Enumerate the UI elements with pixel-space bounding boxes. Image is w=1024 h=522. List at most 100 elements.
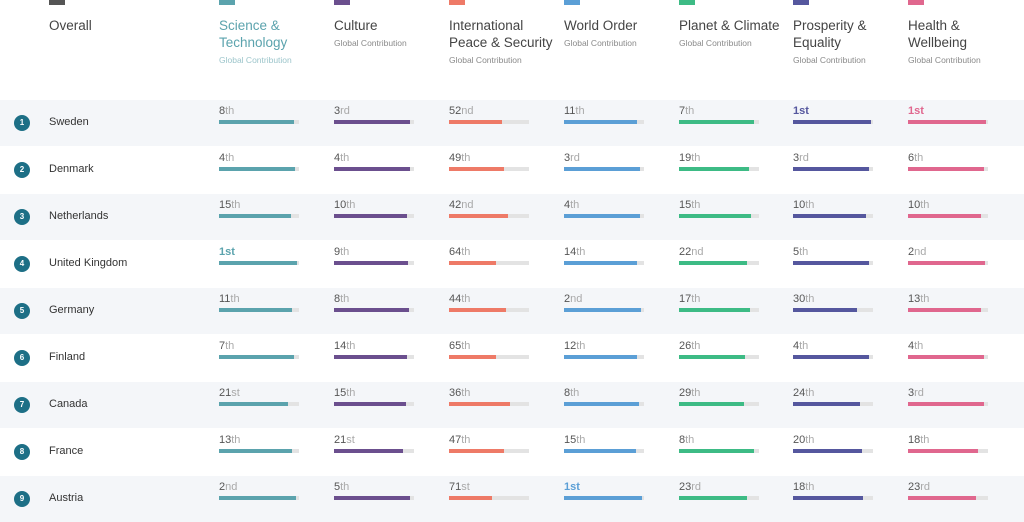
table-row[interactable]: 4 United Kingdom 1st 9th 64th 14th 22nd 5th 2nd [0, 241, 1024, 287]
contribution-bar-track [219, 496, 299, 500]
rank-number: 3 [908, 387, 915, 399]
rank-number: 10 [793, 199, 806, 211]
rank-suffix: th [340, 481, 350, 493]
category-rank-cell: 19th [679, 147, 779, 193]
rank-suffix: th [231, 434, 241, 446]
country-name[interactable]: Austria [49, 492, 84, 504]
contribution-bar-track [449, 308, 529, 312]
contribution-bar-fill [334, 308, 409, 312]
rank-number: 3 [564, 152, 571, 164]
country-name[interactable]: Finland [49, 351, 86, 363]
contribution-bar-fill [449, 449, 505, 453]
table-row[interactable]: 6 Finland 7th 14th 65th 12th 26th 4th 4th [0, 335, 1024, 381]
contribution-bar-track [219, 167, 299, 171]
country-name[interactable]: France [49, 445, 84, 457]
rank-number: 20 [793, 434, 806, 446]
category-rank: 20th [793, 434, 814, 446]
rank-suffix: th [799, 340, 809, 352]
category-rank: 1st [219, 246, 235, 258]
contribution-bar-fill [564, 214, 641, 218]
column-title: Prosperity & Equality [793, 17, 867, 51]
category-rank: 19th [679, 152, 700, 164]
rank-number: 22 [679, 246, 692, 258]
contribution-bar-track [908, 308, 988, 312]
contribution-bar-track [334, 214, 414, 218]
category-rank: 10th [793, 199, 814, 211]
country-name[interactable]: Denmark [49, 163, 94, 175]
contribution-bar-fill [793, 308, 857, 312]
category-rank: 36th [449, 387, 470, 399]
contribution-bar-track [793, 167, 873, 171]
rank-suffix: nd [461, 199, 474, 211]
category-rank-cell: 42nd [449, 194, 549, 240]
category-rank-cell: 10th [793, 194, 893, 240]
rank-suffix: th [570, 387, 580, 399]
category-rank-cell: 4th [334, 147, 434, 193]
category-rank-cell: 1st [564, 476, 664, 522]
rank-suffix: th [920, 293, 930, 305]
column-title-line: Equality [793, 35, 842, 50]
category-rank: 8th [564, 387, 579, 399]
contribution-bar-track [908, 449, 988, 453]
contribution-bar-track [793, 261, 873, 265]
contribution-bar-fill [219, 308, 293, 312]
column-title-line: International [449, 18, 524, 33]
contribution-bar-fill [449, 214, 508, 218]
contribution-bar-fill [908, 449, 979, 453]
rank-number: 30 [793, 293, 806, 305]
country-name[interactable]: Canada [49, 398, 88, 410]
category-rank-cell: 3rd [908, 382, 1008, 428]
rank-suffix: rd [799, 152, 809, 164]
rank-number: 4 [908, 340, 915, 352]
contribution-bar-fill [564, 261, 637, 265]
table-row[interactable]: 9 Austria 2nd 5th 71st 1st 23rd 18th 23rd [0, 476, 1024, 522]
country-name[interactable]: Sweden [49, 116, 89, 128]
contribution-bar-fill [564, 167, 641, 171]
rank-number: 5 [793, 246, 800, 258]
contribution-bar-track [793, 355, 873, 359]
rank-suffix: th [691, 293, 701, 305]
category-rank-cell: 23rd [908, 476, 1008, 522]
contribution-bar-fill [219, 402, 288, 406]
country-name[interactable]: United Kingdom [49, 257, 128, 269]
category-rank-cell: 12th [564, 335, 664, 381]
table-row[interactable]: 7 Canada 21st 15th 36th 8th 29th 24th 3rd [0, 382, 1024, 428]
category-rank-cell: 8th [564, 382, 664, 428]
rank-number: 29 [679, 387, 692, 399]
category-rank: 14th [564, 246, 585, 258]
contribution-bar-fill [564, 449, 636, 453]
column-subtitle: Global Contribution [908, 55, 981, 65]
rank-suffix: nd [461, 105, 474, 117]
category-rank-cell: 17th [679, 288, 779, 334]
country-name[interactable]: Germany [49, 304, 95, 316]
table-row[interactable]: 8 France 13th 21st 47th 15th 8th 20th 18th [0, 429, 1024, 475]
rank-number: 71 [449, 481, 462, 493]
rank-suffix: th [340, 152, 350, 164]
table-row[interactable]: 3 Netherlands 15th 10th 42nd 4th 15th 10th 10th [0, 194, 1024, 240]
category-rank: 24th [793, 387, 814, 399]
rank-number: 52 [449, 105, 462, 117]
contribution-bar-track [679, 449, 759, 453]
rank-number: 8 [564, 387, 571, 399]
contribution-bar-track [564, 355, 644, 359]
rank-number: 44 [449, 293, 462, 305]
contribution-bar-fill [219, 496, 297, 500]
contribution-bar-fill [908, 261, 986, 265]
category-rank-cell: 44th [449, 288, 549, 334]
category-rank-cell: 52nd [449, 100, 549, 146]
rank-number: 21 [219, 387, 232, 399]
contribution-bar-track [793, 449, 873, 453]
contribution-bar-fill [334, 402, 406, 406]
category-rank-cell: 8th [334, 288, 434, 334]
category-rank-cell: 2nd [564, 288, 664, 334]
rank-suffix: rd [570, 152, 580, 164]
table-row[interactable]: 5 Germany 11th 8th 44th 2nd 17th 30th 13th [0, 288, 1024, 334]
table-row[interactable]: 2 Denmark 4th 4th 49th 3rd 19th 3rd 6th [0, 147, 1024, 193]
rank-suffix: th [685, 434, 695, 446]
column-subtitle: Global Contribution [679, 38, 752, 48]
rank-suffix: th [230, 293, 240, 305]
column-title-line: Peace & Security [449, 35, 553, 50]
country-name[interactable]: Netherlands [49, 210, 109, 222]
table-row[interactable]: 1 Sweden 8th 3rd 52nd 11th 7th 1st 1st [0, 100, 1024, 146]
category-rank-cell: 21st [219, 382, 319, 428]
